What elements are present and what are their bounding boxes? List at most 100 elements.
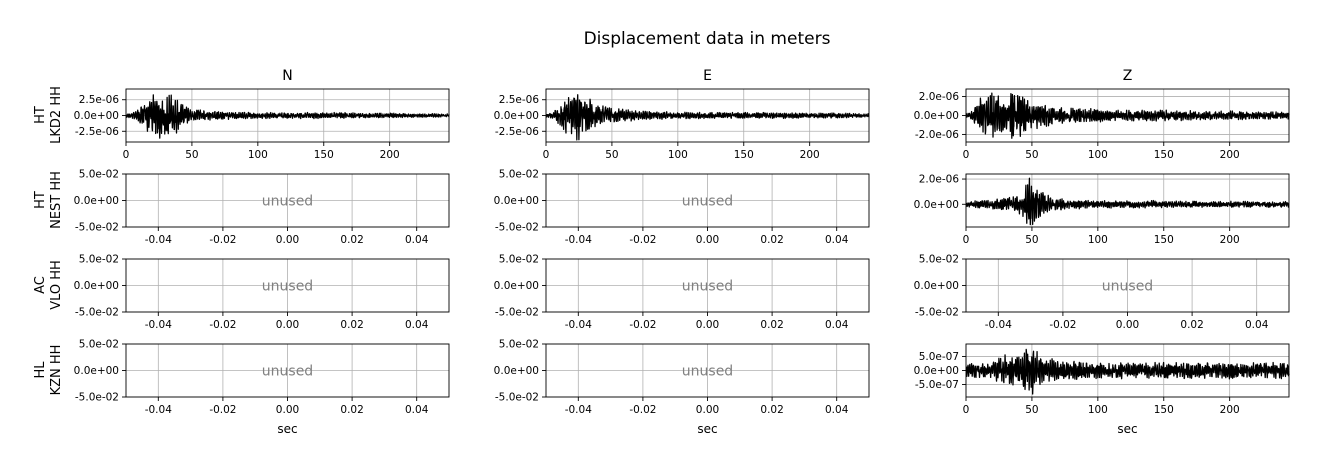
x-tick-label: -0.04	[145, 404, 172, 416]
x-tick-label: 0.02	[1180, 319, 1203, 331]
x-tick-label: -0.04	[565, 234, 592, 246]
row-label-3: HL KZN HH	[33, 345, 64, 396]
x-tick-label: 0.04	[405, 319, 429, 331]
x-tick-label: 0	[963, 404, 970, 416]
subplot-Z-row3: 0 50 100 150 200 5.0e-07 0.0e+00 -5.0e-07 sec	[914, 343, 1290, 436]
x-tick-label: 200	[1220, 149, 1240, 161]
unused-label: unused	[682, 279, 733, 295]
x-tick-label: 100	[668, 149, 688, 161]
x-tick-label: 0	[123, 149, 130, 161]
y-tick-label: 5.0e-07	[919, 351, 959, 363]
x-tick-label: -0.04	[145, 234, 172, 246]
x-tick-label: 0.02	[760, 234, 783, 246]
y-tick-label: 0.0e+00	[494, 110, 539, 122]
y-tick-label: -5.0e-02	[495, 392, 539, 404]
x-tick-label: 200	[380, 149, 400, 161]
subplot-E-row2: -0.04 -0.02 0.00 0.02 0.04 5.0e-02 0.0e+00 -5.0…	[494, 254, 870, 331]
x-tick-label: 0.00	[696, 319, 719, 331]
x-tick-label: 0.00	[276, 234, 299, 246]
x-tick-label: 200	[1220, 234, 1240, 246]
y-tick-label: 5.0e-02	[919, 254, 959, 266]
row-label-0: HT LKD2 HH	[33, 86, 64, 144]
x-tick-label: -0.04	[565, 404, 592, 416]
y-tick-label: 2.5e-06	[79, 94, 120, 106]
y-tick-label: 0.0e+00	[914, 280, 959, 292]
x-tick-label: 0.02	[760, 404, 783, 416]
x-axis-label: sec	[1117, 422, 1137, 436]
x-tick-label: 150	[1154, 149, 1174, 161]
x-tick-label: 0.00	[276, 319, 299, 331]
x-tick-label: 0	[543, 149, 550, 161]
x-tick-label: 150	[734, 149, 754, 161]
x-tick-label: 0	[963, 234, 970, 246]
y-tick-label: -5.0e-02	[75, 307, 119, 319]
subplot-Z-row1: 0 50 100 150 200 2.0e-06 0.0e+00	[914, 173, 1290, 246]
x-tick-label: 100	[1088, 149, 1108, 161]
y-tick-label: 2.0e-06	[919, 174, 960, 186]
x-axis-label: sec	[697, 422, 717, 436]
x-tick-label: 0.04	[405, 404, 429, 416]
x-tick-label: 0.04	[825, 234, 849, 246]
x-tick-label: 0.04	[405, 234, 429, 246]
unused-label: unused	[262, 194, 313, 210]
row-label-1: HT NEST HH	[33, 171, 64, 229]
x-tick-label: 150	[314, 149, 334, 161]
x-tick-label: -0.02	[629, 404, 656, 416]
column-title: Z	[1123, 68, 1133, 84]
y-tick-label: 2.5e-06	[499, 94, 540, 106]
x-tick-label: 0.00	[1116, 319, 1139, 331]
unused-label: unused	[262, 279, 313, 295]
y-tick-label: 0.0e+00	[914, 110, 959, 122]
x-tick-label: 0.00	[696, 234, 719, 246]
subplot-N-row3: -0.04 -0.02 0.00 0.02 0.04 5.0e-02 0.0e+00 -5.0…	[74, 339, 450, 436]
y-tick-label: 0.0e+00	[494, 195, 539, 207]
y-tick-label: 0.0e+00	[914, 365, 959, 377]
axes-frame	[965, 173, 1290, 228]
x-tick-label: 100	[248, 149, 268, 161]
x-tick-label: 0.02	[760, 319, 783, 331]
row-station-label: KZN HH	[49, 345, 64, 396]
row-station-label: LKD2 HH	[49, 86, 64, 144]
y-tick-label: 5.0e-02	[79, 169, 119, 181]
subplot-N-row1: -0.04 -0.02 0.00 0.02 0.04 5.0e-02 0.0e+00 -5.0…	[74, 169, 450, 246]
x-tick-label: 0.02	[340, 234, 363, 246]
x-tick-label: 100	[1088, 404, 1108, 416]
trace-line	[965, 348, 1290, 395]
unused-label: unused	[1102, 279, 1153, 295]
y-tick-label: 5.0e-02	[499, 254, 539, 266]
x-axis-label: sec	[277, 422, 297, 436]
y-tick-label: 5.0e-02	[499, 339, 539, 351]
subplot-N-row2: -0.04 -0.02 0.00 0.02 0.04 5.0e-02 0.0e+00 -5.0…	[74, 254, 450, 331]
row-network-label: AC	[33, 276, 48, 294]
x-tick-label: 50	[605, 149, 618, 161]
subplot-Z-row0: 0 50 100 150 200 2.0e-06 0.0e+00 -2.0e-06 Z	[914, 68, 1290, 161]
x-tick-label: 200	[800, 149, 820, 161]
x-tick-label: 100	[1088, 234, 1108, 246]
x-tick-label: -0.04	[985, 319, 1012, 331]
x-tick-label: 50	[1025, 404, 1038, 416]
x-tick-label: 0.04	[825, 319, 849, 331]
trace-line	[965, 92, 1290, 139]
y-tick-label: 0.0e+00	[914, 199, 959, 211]
row-label-2: AC VLO HH	[33, 260, 64, 310]
x-tick-label: -0.04	[565, 319, 592, 331]
trace-line	[965, 177, 1290, 226]
subplot-grid: 0 50 100 150 200 2.5e-06 0.0e+00 -2.5e-06 N 0 50 10…	[74, 68, 1290, 436]
y-tick-label: -5.0e-07	[915, 379, 959, 391]
y-tick-label: 0.0e+00	[494, 280, 539, 292]
y-tick-label: -2.5e-06	[495, 126, 539, 138]
y-tick-label: -5.0e-02	[915, 307, 959, 319]
x-tick-label: 150	[1154, 404, 1174, 416]
y-tick-label: -5.0e-02	[75, 392, 119, 404]
trace-line	[545, 94, 870, 141]
row-network-label: HT	[33, 191, 48, 209]
y-tick-label: 5.0e-02	[499, 169, 539, 181]
row-network-label: HL	[33, 361, 48, 379]
y-tick-label: 0.0e+00	[74, 110, 119, 122]
figure-title: Displacement data in meters	[584, 29, 831, 49]
row-station-label: VLO HH	[49, 260, 64, 310]
subplot-E-row3: -0.04 -0.02 0.00 0.02 0.04 5.0e-02 0.0e+00 -5.0…	[494, 339, 870, 436]
subplot-N-row0: 0 50 100 150 200 2.5e-06 0.0e+00 -2.5e-06 N	[74, 68, 450, 161]
y-tick-label: 2.0e-06	[919, 91, 960, 103]
y-tick-label: 5.0e-02	[79, 254, 119, 266]
